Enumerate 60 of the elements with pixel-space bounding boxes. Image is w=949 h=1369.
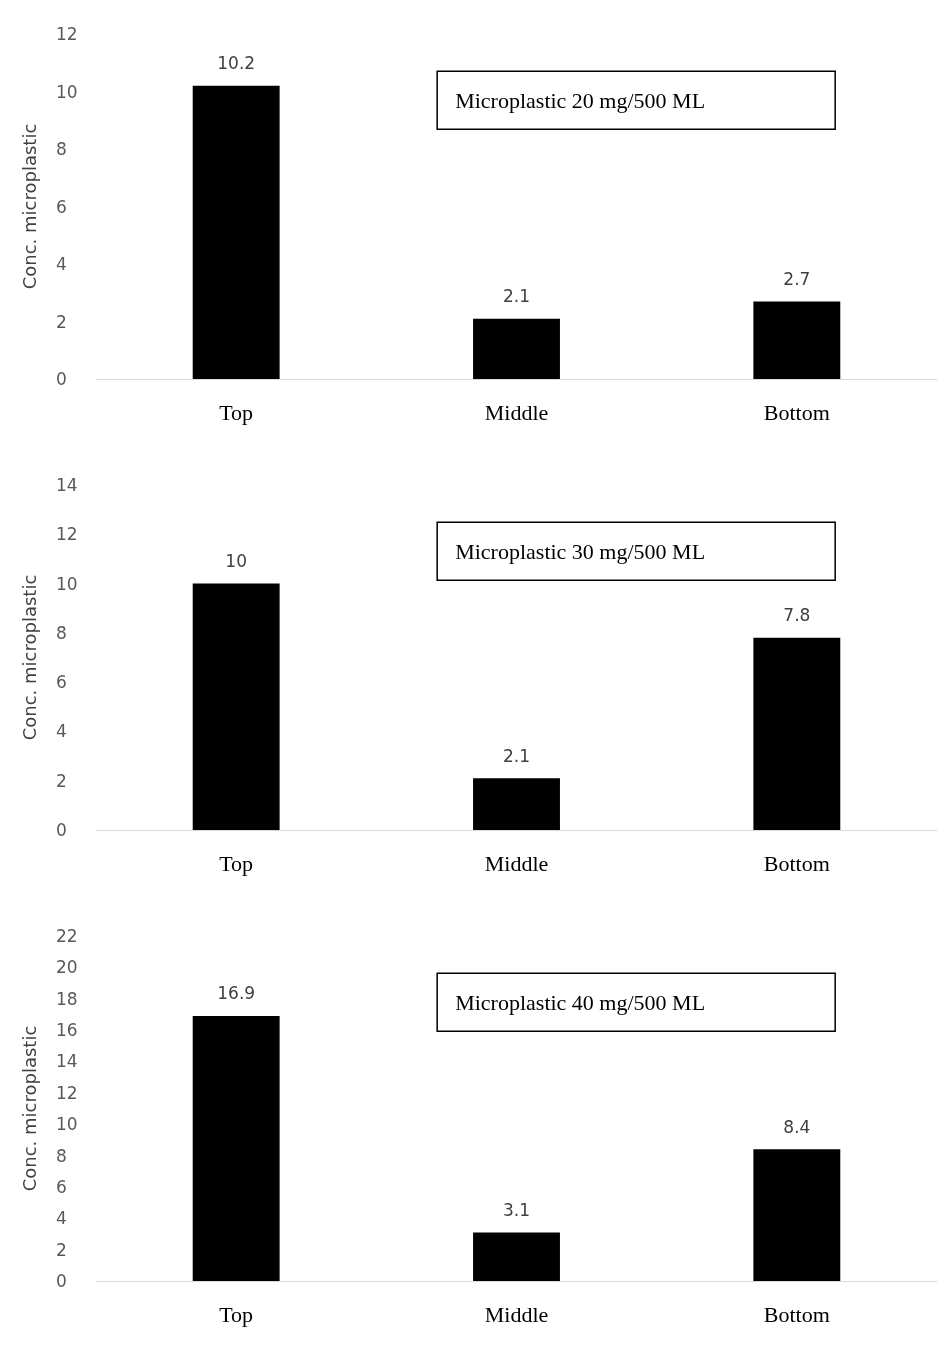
y-tick-label: 2 [56, 770, 67, 791]
x-tick-label: Middle [484, 399, 549, 425]
y-axis-title: Conc. microplastic [18, 123, 40, 290]
data-label: 2.7 [783, 268, 811, 289]
y-tick-label: 6 [56, 672, 67, 693]
bar [473, 778, 560, 830]
y-tick-label: 8 [56, 622, 67, 643]
bar [192, 583, 280, 830]
y-tick-label: 8 [56, 139, 67, 159]
bar [753, 1149, 841, 1281]
y-axis-title: Conc. microplastic [18, 1025, 40, 1192]
y-tick-label: 10 [56, 1114, 78, 1135]
data-label: 3.1 [502, 1199, 531, 1220]
text: Microplastic 30 mg/500 ML [455, 538, 706, 564]
data-label: 16.9 [217, 983, 256, 1004]
y-tick-label: 0 [56, 820, 67, 840]
y-tick-label: 20 [56, 957, 78, 978]
bar [192, 1015, 280, 1281]
x-tick-label: Top [219, 1301, 254, 1327]
x-tick-label: Bottom [763, 399, 830, 425]
y-tick-label: 10 [56, 81, 78, 102]
data-label: 2.1 [502, 286, 531, 307]
bar [753, 637, 841, 830]
y-tick-label: 22 [56, 926, 78, 946]
y-tick-label: 18 [56, 988, 78, 1009]
text: Microplastic 20 mg/500 ML [455, 87, 706, 113]
x-tick-label: Bottom [763, 850, 830, 876]
y-tick-label: 2 [56, 311, 67, 332]
y-tick-label: 4 [56, 1208, 67, 1229]
x-tick-label: Middle [484, 1301, 549, 1327]
data-label: 10 [225, 551, 247, 572]
y-tick-label: 12 [56, 524, 78, 545]
y-tick-label: 8 [56, 1145, 67, 1166]
y-tick-label: 6 [56, 1176, 67, 1197]
data-label: 8.4 [783, 1116, 811, 1137]
data-label: 10.2 [217, 53, 256, 74]
bar [192, 85, 280, 379]
y-axis-title: Conc. microplastic [18, 574, 40, 741]
bar [753, 301, 841, 379]
y-tick-label: 12 [56, 24, 78, 44]
y-tick-label: 16 [56, 1020, 78, 1041]
x-tick-label: Middle [484, 850, 549, 876]
y-tick-label: 6 [56, 196, 67, 217]
y-tick-label: 4 [56, 254, 67, 274]
x-tick-label: Bottom [763, 1301, 830, 1327]
y-tick-label: 2 [56, 1239, 67, 1260]
data-label: 7.8 [783, 605, 811, 626]
y-tick-label: 12 [56, 1082, 78, 1103]
bar [473, 318, 560, 379]
y-tick-label: 0 [56, 1271, 67, 1291]
y-tick-label: 4 [56, 721, 67, 742]
y-tick-label: 10 [56, 573, 78, 594]
data-label: 2.1 [502, 745, 531, 766]
y-tick-label: 0 [56, 369, 67, 389]
text: Microplastic 40 mg/500 ML [455, 989, 706, 1015]
y-tick-label: 14 [56, 1051, 78, 1072]
x-tick-label: Top [219, 399, 254, 425]
y-tick-label: 14 [56, 475, 78, 495]
bar [473, 1232, 560, 1281]
x-tick-label: Top [219, 850, 254, 876]
